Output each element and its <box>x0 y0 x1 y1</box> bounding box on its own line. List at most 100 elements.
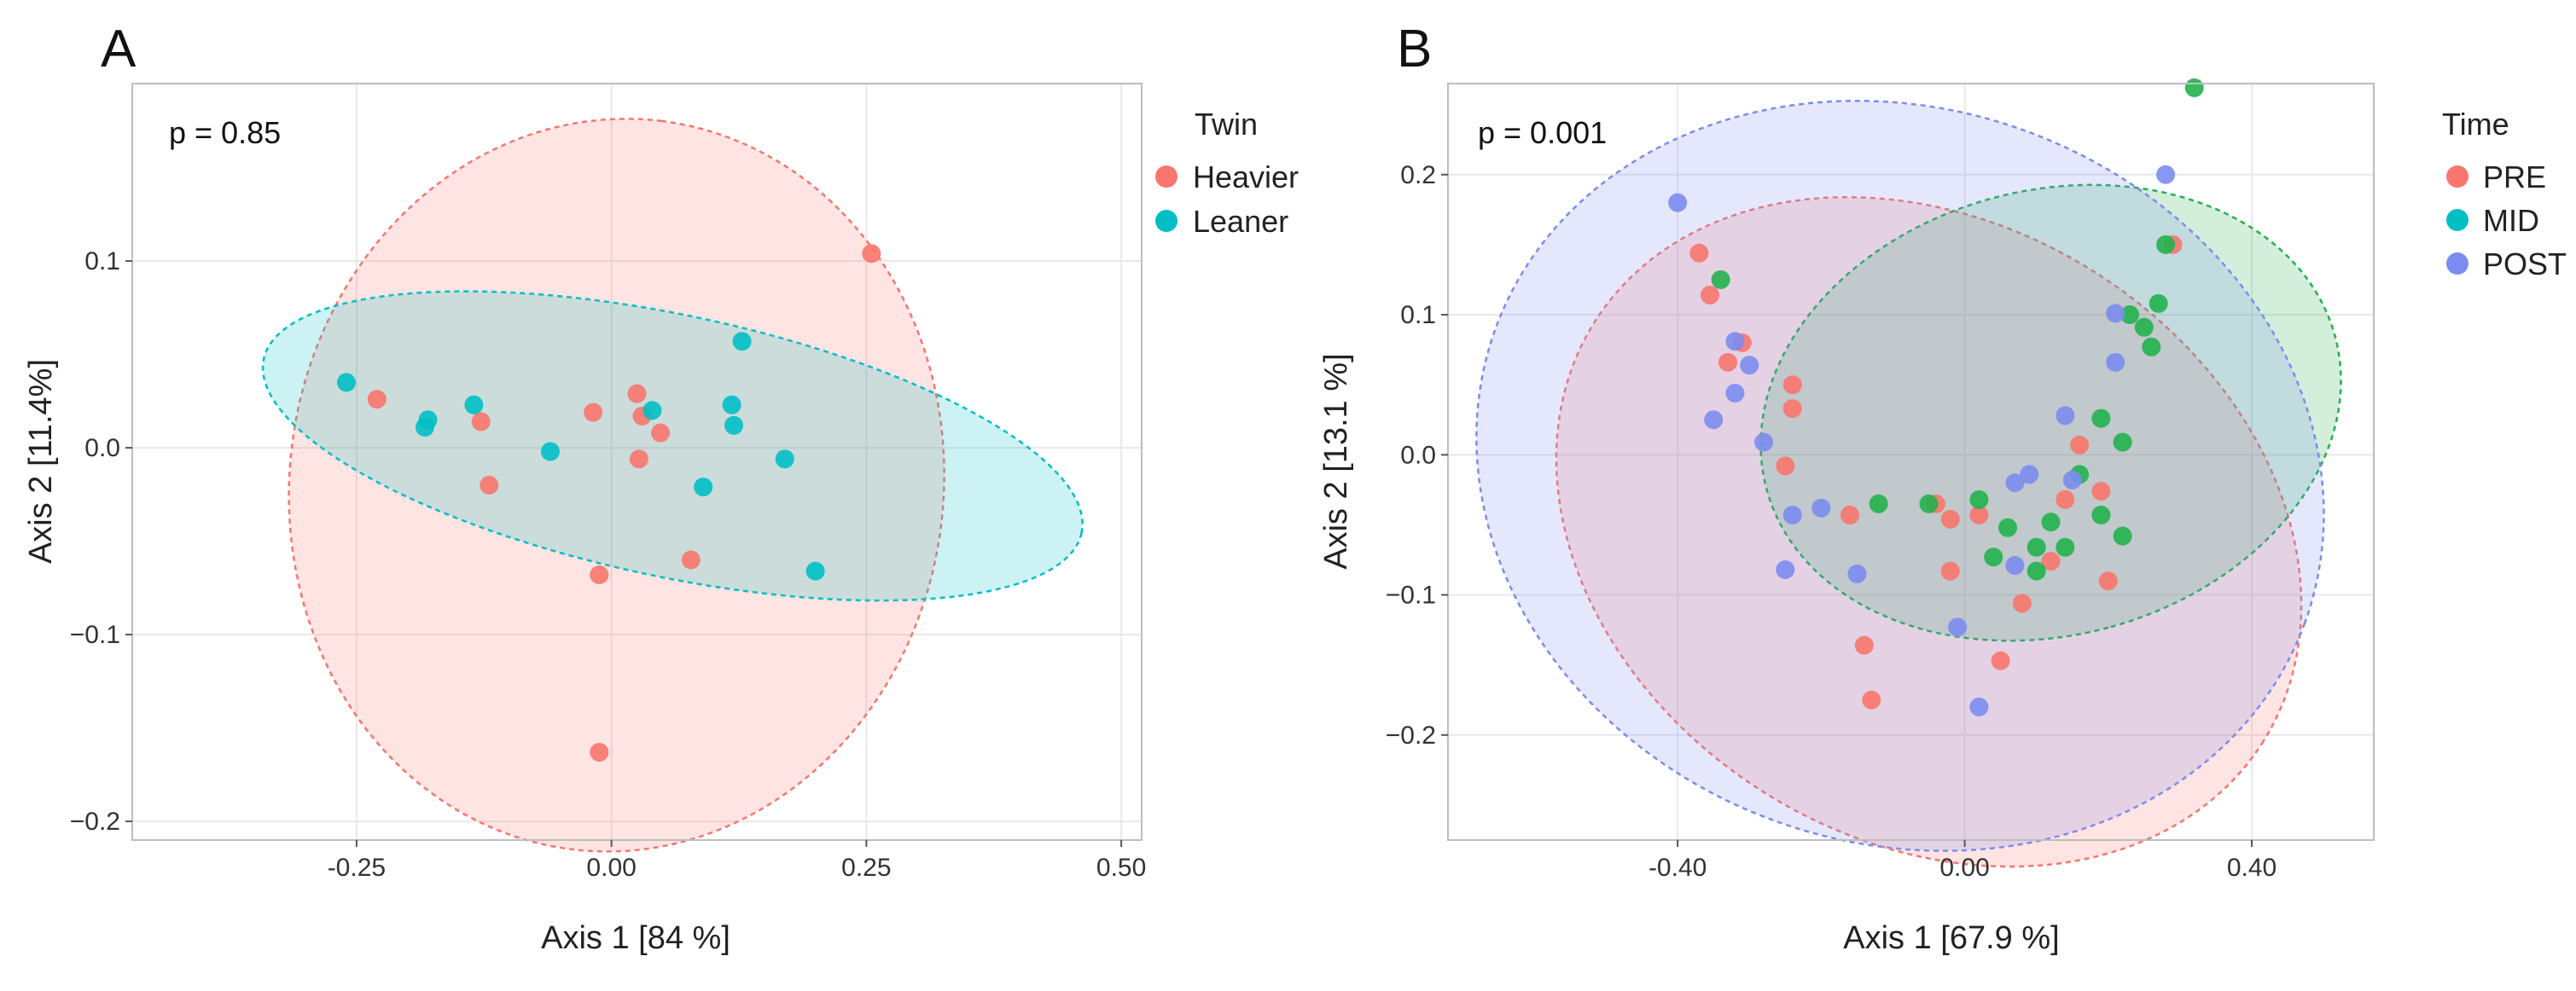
panel-b-point-pre <box>2056 490 2075 509</box>
panel-b-y-tick-label: 0.2 <box>1400 161 1436 189</box>
panel-b-point-pre <box>2012 594 2032 613</box>
panel-a-point-heavier <box>471 412 491 432</box>
panel-a-x-tick-label: -0.25 <box>328 854 386 882</box>
panel-b-point-post <box>1969 697 1989 716</box>
panel-a-x-tick-label: 0.25 <box>841 854 891 882</box>
panel-a-point-heavier <box>480 475 499 495</box>
panel-b-point-mid <box>2091 409 2111 428</box>
panel-a-point-leaner <box>722 395 741 414</box>
panel-b-point-pre <box>1782 399 1802 419</box>
panel-a-point-heavier <box>681 550 701 570</box>
panel-b-point-post <box>1776 559 1795 579</box>
panel-b-point-pre <box>1718 352 1738 372</box>
panel-b-series-post <box>1668 165 2176 716</box>
panel-b-y-tick-label: 0.0 <box>1400 441 1436 469</box>
panel-b-point-pre <box>1689 243 1709 263</box>
panel-a-plot-frame <box>131 83 1143 841</box>
panel-b: B p = 0.001 Axis 1 [67.9 %] Axis 2 [13.1… <box>1318 20 2567 956</box>
panel-b-point-post <box>1847 564 1867 583</box>
panel-b-point-mid <box>1919 494 1939 513</box>
panel-a-x-tick-label: 0.00 <box>586 854 636 882</box>
panel-b-y-tick-label: −0.2 <box>1386 722 1436 750</box>
panel-a-y-tick-label: −0.1 <box>70 621 120 649</box>
panel-b-point-post <box>1725 332 1745 351</box>
panel-a-ellipse-leaner <box>261 290 1084 602</box>
panel-a-legend-leaner-swatch <box>1155 210 1178 232</box>
panel-b-point-mid <box>2120 305 2140 325</box>
panel-b-point-mid <box>1998 518 2018 537</box>
panel-b-legend-mid-swatch <box>2446 209 2468 231</box>
panel-b-point-post <box>2106 352 2125 372</box>
panel-b-point-post <box>1811 498 1831 518</box>
panel-b-x-tick-label: -0.40 <box>1649 854 1707 882</box>
panel-b-point-mid <box>2041 513 2061 532</box>
panel-b-letter: B <box>1397 20 1432 78</box>
panel-b-point-mid <box>2142 337 2161 356</box>
panel-b-x-tick-label: 0.00 <box>1939 854 1989 882</box>
panel-b-point-mid <box>2091 505 2111 524</box>
panel-a-point-heavier <box>367 390 387 409</box>
panel-b-point-post <box>2005 556 2025 576</box>
panel-b-legend-title: Time <box>2442 107 2509 142</box>
panel-b-point-post <box>1782 505 1802 524</box>
panel-b-point-pre <box>1969 505 1989 524</box>
panel-a-point-leaner <box>694 478 713 497</box>
panel-b-plot-area <box>1448 78 2374 868</box>
panel-b-point-mid <box>2113 526 2132 546</box>
panel-b-x-axis-label: Axis 1 [67.9 %] <box>1843 920 2059 956</box>
panel-b-point-post <box>2005 473 2025 493</box>
panel-b-series-mid <box>1711 78 2204 581</box>
panel-a-p-value: p = 0.85 <box>169 115 281 150</box>
panel-b-point-pre <box>1854 635 1874 655</box>
panel-b-p-value: p = 0.001 <box>1478 115 1607 150</box>
panel-a-point-heavier <box>650 423 670 443</box>
panel-a-point-leaner <box>732 332 752 351</box>
panel-b-point-mid <box>2113 432 2132 452</box>
panel-b-point-mid <box>1984 548 2003 567</box>
panel-b-point-post <box>2156 165 2176 184</box>
panel-b-point-pre <box>2041 552 2061 571</box>
panel-b-legend-pre-swatch <box>2446 165 2468 188</box>
panel-b-point-post <box>2020 465 2039 484</box>
panel-b-point-mid <box>2026 537 2046 557</box>
panel-a-point-heavier <box>629 449 648 469</box>
panel-a-y-axis-label: Axis 2 [11.4%] <box>23 359 59 564</box>
panel-b-point-mid <box>2134 317 2154 337</box>
panel-b-plot-frame <box>1447 83 2375 841</box>
panel-b-point-pre <box>2091 481 2111 501</box>
panel-b-point-mid <box>2156 235 2176 254</box>
panel-b-legend-post-label: POST <box>2483 246 2567 281</box>
panel-b-point-pre <box>2070 435 2090 455</box>
panel-a-point-leaner <box>805 561 825 581</box>
panel-a-point-leaner <box>540 442 560 461</box>
panel-b-y-axis-label: Axis 2 [13.1 %] <box>1318 353 1354 569</box>
panel-a-series-leaner <box>336 332 825 581</box>
panel-a-point-heavier <box>584 403 603 422</box>
panel-b-point-pre <box>1991 651 2010 670</box>
panel-a-point-heavier <box>627 384 647 403</box>
panel-a-y-tick-label: −0.2 <box>70 808 120 836</box>
panel-a-point-leaner <box>724 415 744 435</box>
panel-b-legend-post-swatch <box>2446 252 2468 275</box>
panel-a-point-leaner <box>464 395 484 414</box>
panel-b-point-post <box>2106 304 2125 323</box>
panel-b-point-post <box>1668 193 1688 212</box>
panel-b-point-pre <box>1862 690 1881 710</box>
panel-b-ellipse-mid <box>1759 183 2342 642</box>
panel-b-x-tick-label: 0.40 <box>2227 854 2277 882</box>
panel-b-y-tick-label: −0.1 <box>1386 582 1436 610</box>
panel-a-point-leaner <box>775 449 794 469</box>
panel-a-point-leaner <box>415 417 434 437</box>
panel-a-point-heavier <box>590 743 609 762</box>
panel-a-ellipses <box>261 118 1084 853</box>
panel-b-point-mid <box>1711 269 1730 289</box>
panel-a-legend-heavier-swatch <box>1155 165 1178 188</box>
panel-a-point-leaner <box>336 373 356 392</box>
panel-b-point-mid <box>2184 78 2204 97</box>
panel-b-point-pre <box>1700 286 1719 305</box>
panel-b-point-pre <box>1782 375 1802 395</box>
panel-a: A p = 0.85 Axis 1 [84 %] Axis 2 [11.4%] … <box>23 20 1299 956</box>
panel-b-point-post <box>1725 384 1745 403</box>
panel-b-point-pre <box>1840 505 1860 524</box>
